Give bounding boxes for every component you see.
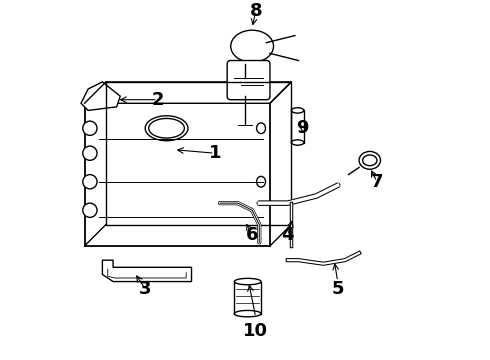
Ellipse shape [292, 140, 304, 145]
Ellipse shape [231, 30, 273, 62]
Text: 8: 8 [249, 1, 262, 19]
Ellipse shape [234, 278, 261, 285]
Text: 2: 2 [151, 91, 164, 109]
Text: 1: 1 [208, 144, 221, 162]
Ellipse shape [292, 108, 304, 113]
Text: 4: 4 [282, 226, 294, 244]
Ellipse shape [83, 121, 97, 135]
Ellipse shape [359, 152, 381, 169]
Ellipse shape [363, 155, 377, 166]
Ellipse shape [83, 146, 97, 160]
Polygon shape [292, 111, 304, 143]
Text: 9: 9 [296, 119, 308, 137]
Ellipse shape [83, 175, 97, 189]
Ellipse shape [234, 310, 261, 317]
Ellipse shape [149, 118, 184, 138]
Text: 6: 6 [246, 226, 258, 244]
Text: 10: 10 [243, 323, 268, 341]
Text: 5: 5 [331, 280, 344, 298]
Ellipse shape [257, 176, 266, 187]
Polygon shape [102, 260, 192, 282]
Ellipse shape [145, 116, 188, 141]
Polygon shape [85, 82, 292, 103]
Polygon shape [81, 82, 120, 111]
Polygon shape [234, 282, 261, 314]
Text: 3: 3 [139, 280, 151, 298]
FancyBboxPatch shape [227, 60, 270, 100]
Ellipse shape [257, 123, 266, 134]
Ellipse shape [83, 203, 97, 217]
Text: 7: 7 [370, 173, 383, 191]
Polygon shape [85, 103, 270, 246]
